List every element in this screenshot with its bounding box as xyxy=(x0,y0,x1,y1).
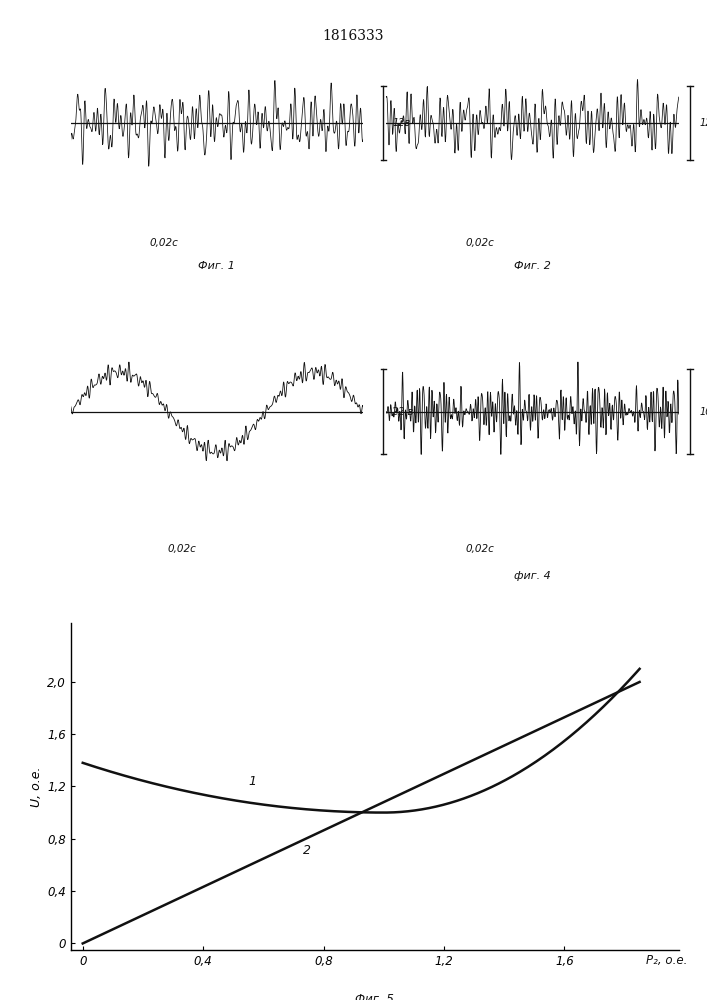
Text: 2: 2 xyxy=(303,844,310,857)
Text: 10в: 10в xyxy=(699,407,707,417)
Text: 0,02с: 0,02с xyxy=(465,544,494,554)
Text: 22 в: 22 в xyxy=(392,407,414,417)
Text: Фиг. 2: Фиг. 2 xyxy=(514,261,551,271)
Text: 0,02с: 0,02с xyxy=(168,544,197,554)
Text: 12в: 12в xyxy=(392,118,411,128)
Text: Фиг. 5: Фиг. 5 xyxy=(356,993,394,1000)
Text: 0,02с: 0,02с xyxy=(150,238,179,248)
Text: 1816333: 1816333 xyxy=(323,29,384,43)
Text: 0,02с: 0,02с xyxy=(465,238,494,248)
Y-axis label: U, о.е.: U, о.е. xyxy=(30,766,43,807)
Text: Фиг. 1: Фиг. 1 xyxy=(199,261,235,271)
Text: 1: 1 xyxy=(248,775,257,788)
Text: фиг. 4: фиг. 4 xyxy=(514,571,551,581)
Text: P₂, о.е.: P₂, о.е. xyxy=(646,954,687,967)
Text: 12в: 12в xyxy=(699,118,707,128)
